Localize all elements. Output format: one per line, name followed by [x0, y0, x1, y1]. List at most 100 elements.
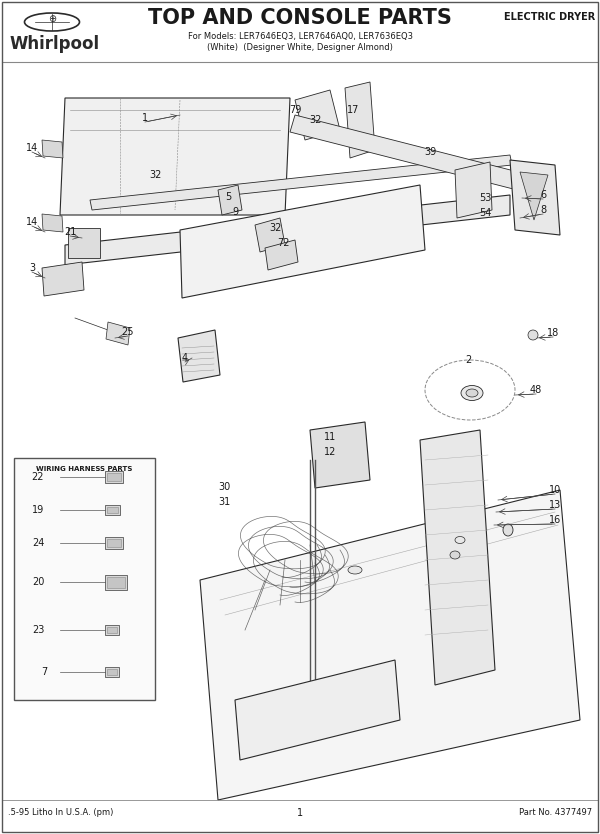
- Text: 19: 19: [32, 505, 44, 515]
- Text: 72: 72: [277, 238, 289, 248]
- Text: 10: 10: [549, 485, 561, 495]
- Polygon shape: [90, 155, 512, 210]
- Polygon shape: [42, 140, 63, 158]
- Text: ⊕: ⊕: [48, 14, 56, 24]
- Ellipse shape: [257, 235, 263, 240]
- Polygon shape: [218, 185, 242, 215]
- Bar: [105, 505, 120, 515]
- Text: 32: 32: [309, 115, 321, 125]
- Text: Whirlpool: Whirlpool: [10, 35, 100, 53]
- Text: 18: 18: [547, 328, 559, 338]
- Polygon shape: [265, 240, 298, 270]
- Polygon shape: [235, 660, 400, 760]
- Text: 12: 12: [324, 447, 336, 457]
- Text: 8: 8: [540, 205, 546, 215]
- Bar: [105, 667, 119, 677]
- Text: 79: 79: [289, 105, 301, 115]
- Bar: [85, 145, 93, 153]
- Ellipse shape: [455, 536, 465, 544]
- Bar: [107, 473, 121, 481]
- Ellipse shape: [528, 330, 538, 340]
- Ellipse shape: [503, 524, 513, 536]
- Polygon shape: [310, 422, 370, 488]
- Text: 4: 4: [182, 353, 188, 363]
- Polygon shape: [106, 322, 130, 345]
- Bar: [72, 232, 92, 252]
- Bar: [107, 627, 117, 633]
- Polygon shape: [60, 98, 290, 215]
- Bar: [105, 575, 127, 590]
- Bar: [105, 537, 123, 549]
- Polygon shape: [255, 218, 285, 252]
- Text: 17: 17: [347, 105, 359, 115]
- Ellipse shape: [466, 389, 478, 397]
- Text: WIRING HARNESS PARTS: WIRING HARNESS PARTS: [37, 466, 133, 472]
- Polygon shape: [200, 490, 580, 800]
- Text: 11: 11: [324, 432, 336, 442]
- Polygon shape: [455, 162, 492, 218]
- Polygon shape: [345, 82, 375, 158]
- Text: 20: 20: [32, 577, 44, 587]
- Text: 24: 24: [32, 538, 44, 548]
- Text: 21: 21: [64, 227, 76, 237]
- Text: 3: 3: [29, 263, 35, 273]
- Text: 1: 1: [142, 113, 148, 123]
- Text: 7: 7: [41, 667, 47, 677]
- Ellipse shape: [277, 230, 283, 235]
- Polygon shape: [68, 228, 100, 258]
- Bar: [115, 145, 123, 153]
- Text: 14: 14: [26, 217, 38, 227]
- Ellipse shape: [218, 245, 223, 250]
- Text: (White)  (Designer White, Designer Almond): (White) (Designer White, Designer Almond…: [207, 43, 393, 52]
- Text: ELECTRIC DRYER: ELECTRIC DRYER: [504, 12, 595, 22]
- Polygon shape: [420, 430, 495, 685]
- Text: 31: 31: [218, 497, 230, 507]
- Text: 1: 1: [297, 808, 303, 818]
- Polygon shape: [510, 160, 560, 235]
- Text: For Models: LER7646EQ3, LER7646AQ0, LER7636EQ3: For Models: LER7646EQ3, LER7646AQ0, LER7…: [187, 32, 413, 41]
- Polygon shape: [42, 214, 63, 232]
- Text: 39: 39: [424, 147, 436, 157]
- Bar: [107, 669, 117, 675]
- Text: 32: 32: [149, 170, 161, 180]
- Text: 14: 14: [26, 143, 38, 153]
- Polygon shape: [295, 90, 340, 140]
- Text: 25: 25: [122, 327, 134, 337]
- Bar: [105, 471, 123, 483]
- Text: 16: 16: [549, 515, 561, 525]
- Text: 9: 9: [232, 207, 238, 217]
- Ellipse shape: [49, 274, 61, 284]
- Ellipse shape: [348, 566, 362, 574]
- Text: 22: 22: [32, 472, 44, 482]
- Text: 32: 32: [269, 223, 281, 233]
- Bar: [107, 507, 118, 513]
- Bar: [107, 539, 121, 547]
- Ellipse shape: [238, 240, 242, 245]
- Text: Part No. 4377497: Part No. 4377497: [519, 808, 592, 817]
- Bar: [105, 625, 119, 635]
- Text: 5: 5: [225, 192, 231, 202]
- Ellipse shape: [523, 191, 531, 199]
- Polygon shape: [42, 262, 84, 296]
- Text: 2: 2: [465, 355, 471, 365]
- Polygon shape: [290, 115, 530, 192]
- Text: 13: 13: [549, 500, 561, 510]
- Polygon shape: [180, 185, 425, 298]
- Text: 30: 30: [218, 482, 230, 492]
- Text: 6: 6: [540, 190, 546, 200]
- Polygon shape: [520, 172, 548, 220]
- Text: 48: 48: [530, 385, 542, 395]
- Text: 23: 23: [32, 625, 44, 635]
- Bar: [14, 458, 155, 700]
- Text: 53: 53: [479, 193, 491, 203]
- Polygon shape: [178, 330, 220, 382]
- Bar: [107, 577, 125, 588]
- Polygon shape: [65, 195, 510, 265]
- Ellipse shape: [461, 385, 483, 400]
- Bar: [100, 145, 108, 153]
- Text: .5-95 Litho In U.S.A. (pm): .5-95 Litho In U.S.A. (pm): [8, 808, 113, 817]
- Ellipse shape: [298, 225, 302, 230]
- Ellipse shape: [450, 551, 460, 559]
- Text: TOP AND CONSOLE PARTS: TOP AND CONSOLE PARTS: [148, 8, 452, 28]
- Text: 54: 54: [479, 208, 491, 218]
